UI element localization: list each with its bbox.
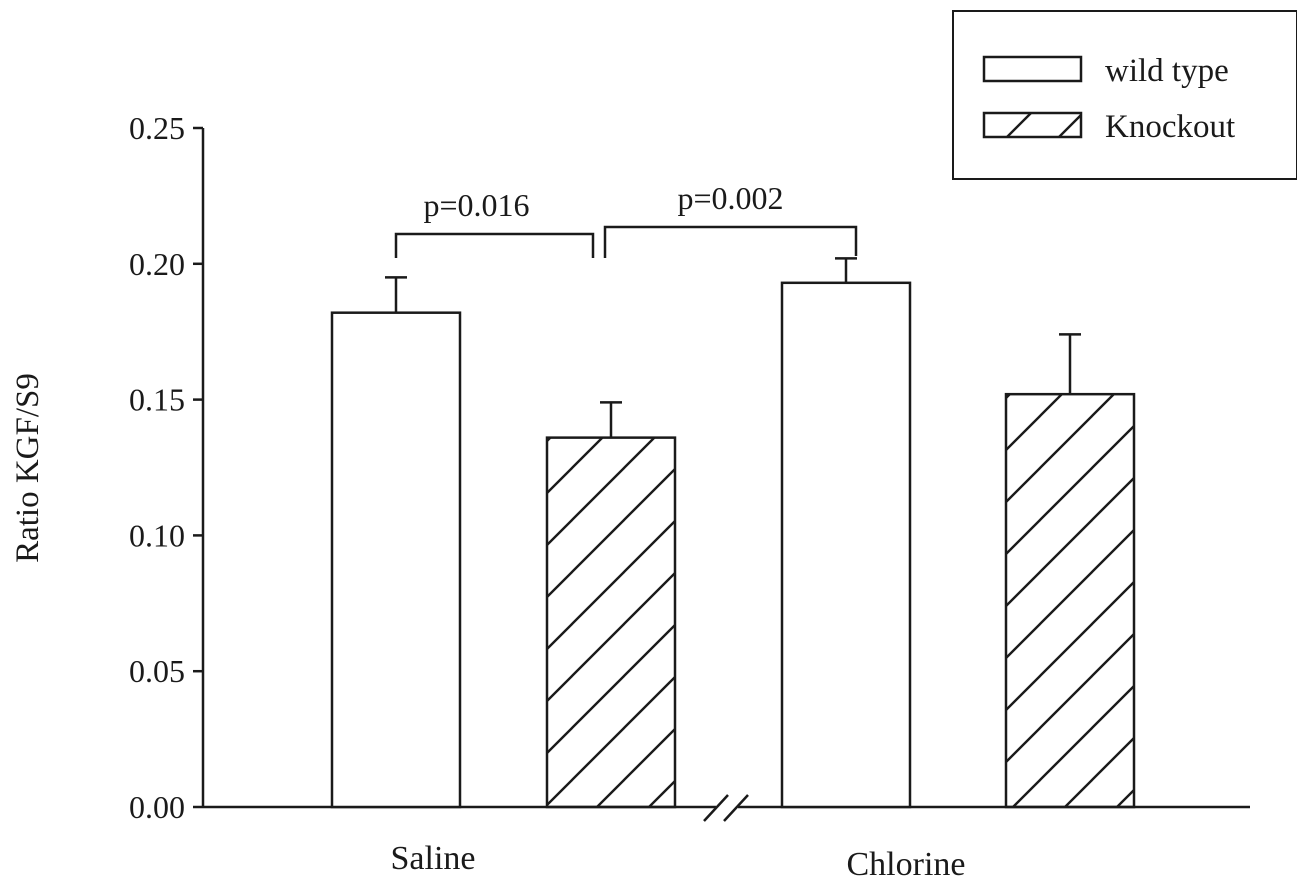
bar — [545, 436, 677, 809]
y-axis-label: Ratio KGF/S9 — [10, 373, 46, 563]
bars: Saline Chlorine — [330, 257, 1136, 879]
legend-label-wild-type: wild type — [1105, 53, 1229, 89]
y-tick-label: 0.00 — [129, 789, 185, 825]
significance-annotations: p=0.016 p=0.002 — [394, 180, 858, 258]
significance-bracket — [603, 225, 858, 258]
category-label: Saline — [391, 840, 476, 877]
category-label: Chlorine — [847, 846, 966, 879]
y-axis: 0.00 0.05 0.10 0.15 0.20 0.25 — [129, 110, 205, 825]
bar — [780, 281, 912, 809]
axis-break-mark — [723, 794, 749, 822]
bar — [330, 311, 462, 809]
bar — [1004, 392, 1136, 809]
y-tick-label: 0.15 — [129, 382, 185, 418]
legend: wild type Knockout — [952, 10, 1297, 180]
y-tick-label: 0.05 — [129, 653, 185, 689]
legend-swatch-knockout — [982, 111, 1083, 139]
y-tick-label: 0.25 — [129, 110, 185, 146]
significance-bracket — [394, 232, 595, 258]
axis-break-mark — [703, 794, 729, 822]
p-value-label: p=0.016 — [423, 187, 529, 223]
y-tick-label: 0.10 — [129, 517, 185, 553]
legend-frame — [952, 10, 1297, 180]
legend-label-knockout: Knockout — [1105, 109, 1235, 145]
legend-swatch-wild-type — [982, 55, 1083, 83]
p-value-label: p=0.002 — [677, 180, 783, 216]
y-tick-label: 0.20 — [129, 246, 185, 282]
